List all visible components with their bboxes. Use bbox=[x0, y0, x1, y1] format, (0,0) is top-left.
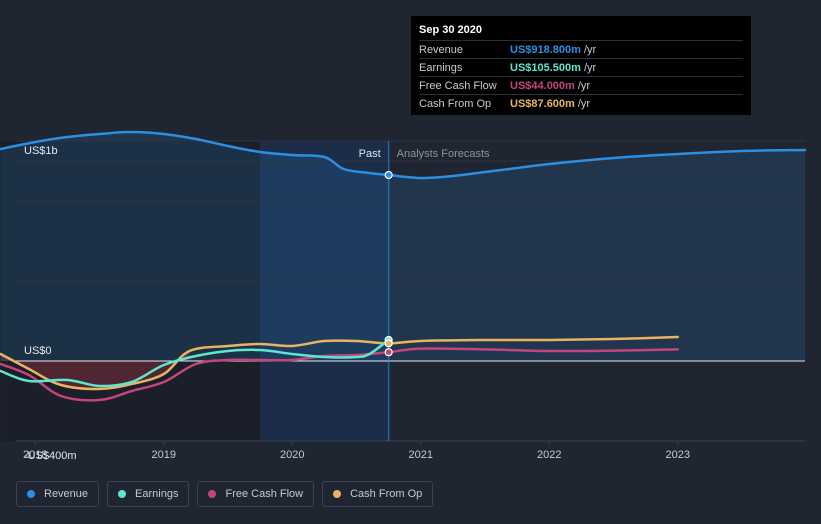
tooltip-row-free-cash-flow: Free Cash Flow US$44.000m /yr bbox=[419, 76, 743, 94]
tooltip-unit: /yr bbox=[583, 43, 597, 56]
legend-item-cash-from-op[interactable]: Cash From Op bbox=[322, 481, 434, 507]
tooltip-value: US$918.800m bbox=[510, 43, 581, 56]
legend-label: Revenue bbox=[44, 488, 89, 500]
x-tick-label: 2020 bbox=[280, 449, 304, 461]
free-cash-flow-marker bbox=[384, 348, 393, 357]
revenue-dot-icon bbox=[27, 490, 35, 498]
forecast-label: Analysts Forecasts bbox=[397, 148, 490, 160]
tooltip-value: US$44.000m bbox=[510, 79, 575, 92]
cash-from-op-marker bbox=[384, 339, 393, 348]
x-tick-label: 2018 bbox=[23, 449, 47, 461]
tooltip-label: Cash From Op bbox=[419, 97, 492, 110]
revenue-marker bbox=[384, 170, 393, 180]
y-tick-label: US$0 bbox=[24, 345, 52, 357]
tooltip-unit: /yr bbox=[577, 79, 591, 92]
legend-item-free-cash-flow[interactable]: Free Cash Flow bbox=[197, 481, 315, 507]
tooltip-date: Sep 30 2020 bbox=[419, 24, 482, 36]
legend-label: Earnings bbox=[135, 488, 179, 500]
past-label: Past bbox=[359, 148, 381, 160]
earnings-line bbox=[0, 338, 390, 388]
x-tick-label: 2021 bbox=[409, 449, 433, 461]
legend-item-earnings[interactable]: Earnings bbox=[107, 481, 190, 507]
tooltip-value: US$105.500m bbox=[510, 61, 581, 74]
revenue-area bbox=[0, 132, 806, 361]
tooltip-label: Earnings bbox=[419, 61, 463, 74]
legend: Revenue Earnings Free Cash Flow Cash Fro… bbox=[16, 481, 434, 507]
tooltip-row-earnings: Earnings US$105.500m /yr bbox=[419, 58, 743, 76]
legend-label: Cash From Op bbox=[350, 488, 423, 500]
tooltip-label: Free Cash Flow bbox=[419, 79, 497, 92]
legend-label: Free Cash Flow bbox=[225, 488, 304, 500]
x-tick-label: 2023 bbox=[666, 449, 690, 461]
tooltip-label: Revenue bbox=[419, 43, 464, 56]
legend-item-revenue[interactable]: Revenue bbox=[16, 481, 100, 507]
y-tick-label: US$1b bbox=[24, 145, 58, 157]
revenue-line bbox=[0, 130, 807, 180]
past-band bbox=[260, 141, 389, 441]
tooltip-unit: /yr bbox=[577, 97, 591, 110]
earnings-dot-icon bbox=[118, 490, 127, 498]
tooltip-row-cash-from-op: Cash From Op US$87.600m /yr bbox=[419, 94, 743, 112]
tooltip-unit: /yr bbox=[583, 61, 597, 74]
x-tick-label: 2019 bbox=[152, 449, 176, 461]
x-tick-label: 2022 bbox=[537, 449, 561, 461]
free-cash-flow-line bbox=[0, 347, 680, 402]
y-tick-label: -US$400m bbox=[24, 450, 77, 462]
tooltip-row-revenue: Revenue US$918.800m /yr bbox=[419, 40, 743, 58]
free-cash-flow-dot-icon bbox=[208, 490, 217, 498]
tooltip-value: US$87.600m bbox=[510, 97, 575, 110]
cash-from-op-dot-icon bbox=[333, 490, 342, 498]
cash-from-op-line bbox=[0, 335, 680, 391]
tooltip: Sep 30 2020 Revenue US$918.800m /yr Earn… bbox=[411, 16, 751, 115]
